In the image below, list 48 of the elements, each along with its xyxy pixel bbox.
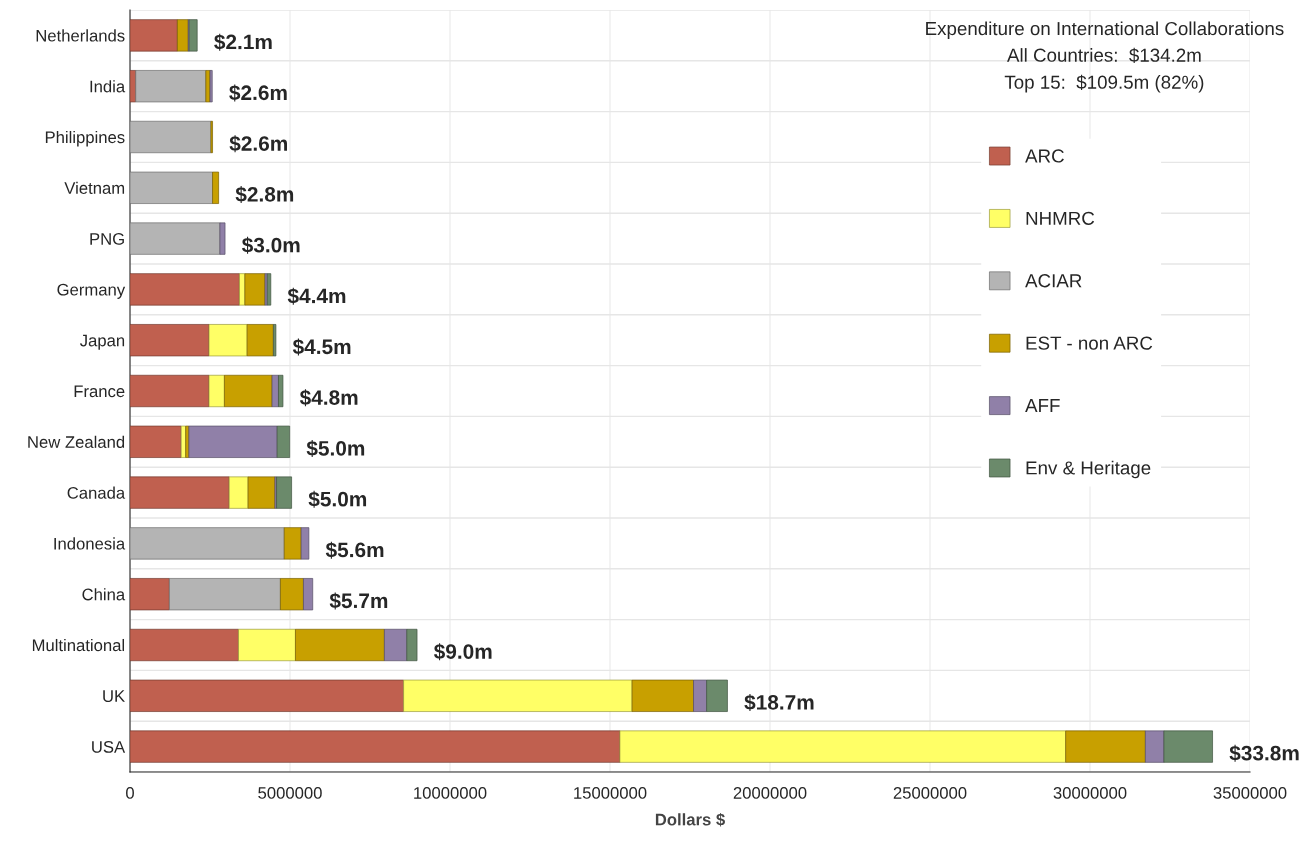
legend-label: AFF — [1025, 399, 1060, 412]
total-label: $2.6m — [229, 135, 288, 153]
x-tick-label: 10000000 — [414, 787, 487, 799]
total-label: $3.0m — [241, 236, 300, 254]
total-label: $4.4m — [287, 287, 346, 305]
annotation: All Countries: $134.2m — [1007, 47, 1201, 63]
total-label: $5.7m — [329, 592, 388, 610]
y-tick-label: PNG — [90, 233, 124, 245]
total-label: $33.8m — [1229, 744, 1299, 762]
y-tick-label: New Zealand — [28, 435, 125, 448]
legend-label: ARC — [1025, 149, 1064, 163]
y-tick-label: Vietnam — [64, 181, 125, 194]
x-tick-label: 15000000 — [574, 787, 647, 799]
legend-label: ACIAR — [1025, 274, 1082, 288]
annotation: Top 15: $109.5m (82%) — [1004, 74, 1204, 93]
legend-label: Env & Heritage — [1026, 460, 1151, 479]
y-tick-label: Indonesia — [54, 537, 126, 550]
total-label: $4.5m — [292, 338, 351, 356]
total-label: $9.0m — [433, 643, 492, 661]
total-label: $18.7m — [744, 694, 814, 712]
text: Expenditure on International Collaborations — [926, 21, 1284, 39]
y-tick-label: France — [74, 385, 125, 398]
x-tick-label: 20000000 — [733, 787, 807, 799]
y-tick-label: Canada — [67, 486, 126, 499]
x-tick-label: 5000000 — [258, 787, 322, 799]
x-tick-label: 0 — [126, 787, 134, 799]
total-label: $2.1m — [214, 33, 272, 51]
y-tick-label: Germany — [57, 283, 126, 299]
y-tick-label: UK — [103, 690, 125, 702]
y-tick-label: Multinational — [32, 638, 125, 652]
total-label: $2.8m — [235, 186, 294, 204]
legend-label: EST - non ARC — [1026, 336, 1153, 350]
total-label: $4.8m — [299, 389, 358, 407]
y-tick-label: China — [82, 588, 126, 601]
total-label: $5.6m — [325, 541, 384, 559]
x-axis-title: Dollars $ — [655, 812, 725, 827]
legend-label: NHMRC — [1026, 211, 1095, 225]
y-tick-label: Japan — [79, 334, 125, 350]
total-label: $5.0m — [308, 490, 367, 508]
total-label: $2.6m — [229, 84, 287, 102]
total-label: $5.0m — [306, 440, 365, 458]
x-tick-label: 35000000 — [1213, 787, 1287, 799]
x-tick-label: 30000000 — [1053, 787, 1127, 799]
y-tick-label: India — [90, 80, 126, 93]
y-tick-label: Netherlands — [36, 29, 125, 42]
x-tick-label: 25000000 — [893, 787, 967, 799]
y-tick-label: Philippines — [45, 130, 125, 147]
y-tick-label: USA — [92, 741, 126, 753]
